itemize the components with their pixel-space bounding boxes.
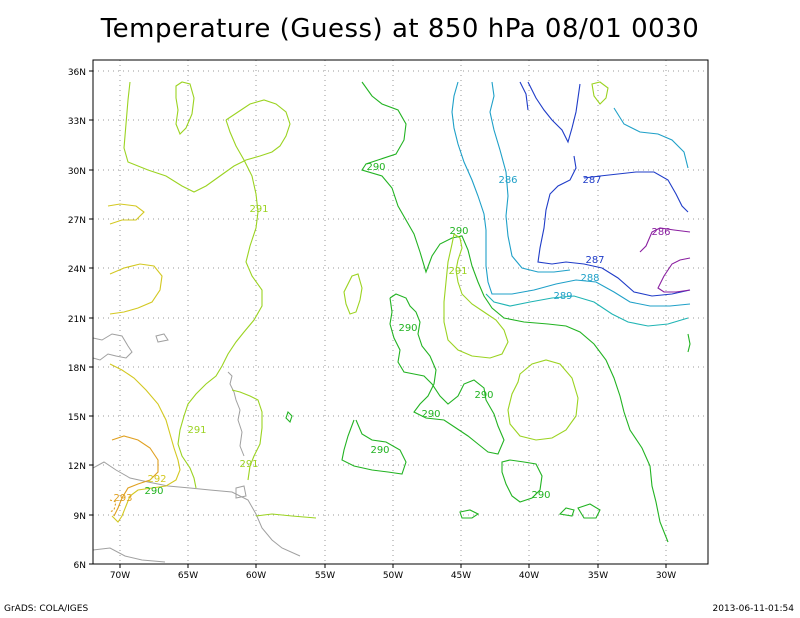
contour-label: 291 — [239, 459, 258, 470]
contour-292-b — [109, 263, 163, 315]
contour-293-b — [109, 499, 117, 513]
lon-tick-60w: 60W — [246, 571, 266, 581]
contour-label: 290 — [449, 226, 468, 237]
contour-291-i — [591, 81, 609, 105]
contour-291-d — [343, 273, 363, 315]
contours — [107, 81, 691, 543]
contour-291-e — [443, 233, 509, 359]
contour-290-e — [558, 503, 601, 519]
lat-tick-15n: 15N — [68, 413, 86, 423]
contour-label: 288 — [580, 273, 599, 284]
puerto-rico-coast — [155, 333, 169, 343]
contour-290-h — [285, 410, 293, 424]
lat-tick-36n: 36N — [68, 68, 86, 78]
contour-290-g — [687, 333, 691, 353]
lon-tick-labels: 70W 65W 60W 55W 50W 45W 40W 35W 30W — [110, 571, 676, 581]
timestamp: 2013-06-11-01:54 — [712, 604, 795, 614]
contour-291-a — [123, 81, 291, 193]
lat-tick-30n: 30N — [68, 167, 86, 177]
hispaniola-coast — [92, 333, 133, 361]
contour-291-h — [255, 513, 317, 519]
lon-tick-35w: 35W — [588, 571, 608, 581]
contour-291-b — [177, 119, 263, 489]
contour-289 — [485, 293, 689, 327]
contour-label: 290 — [366, 162, 385, 173]
contour-label: 290 — [474, 390, 493, 401]
contour-290-f — [459, 509, 480, 519]
contour-label: 290 — [531, 490, 550, 501]
contour-label: 289 — [553, 291, 572, 302]
lon-tick-45w: 45W — [451, 571, 471, 581]
lat-tick-9n: 9N — [74, 512, 86, 522]
contour-290-d — [501, 459, 543, 503]
lesser-antilles-coast — [227, 371, 245, 457]
contour-290-c — [341, 419, 407, 475]
lat-tick-21n: 21N — [68, 315, 86, 325]
contour-287-d — [519, 81, 529, 111]
contour-290-b — [389, 293, 505, 455]
contour-291-g — [231, 389, 263, 481]
coastlines — [92, 333, 301, 563]
contour-label: 290 — [398, 323, 417, 334]
contour-290-a — [361, 81, 669, 543]
lat-tick-18n: 18N — [68, 364, 86, 374]
contour-287-b — [537, 155, 691, 297]
contour-288-c — [613, 107, 689, 169]
contour-label: 293 — [113, 493, 132, 504]
contour-286 — [639, 227, 691, 293]
contour-label: 287 — [582, 175, 601, 186]
grads-credit: GrADS: COLA/IGES — [4, 604, 89, 614]
contour-label: 286 — [498, 175, 517, 186]
venezuela-coast — [92, 461, 301, 557]
lat-tick-24n: 24N — [68, 265, 86, 275]
contour-label: 287 — [585, 255, 604, 266]
contour-label: 286 — [651, 227, 670, 238]
contour-291-f — [507, 359, 579, 441]
south-america-interior — [92, 547, 166, 563]
contour-287-a — [527, 81, 581, 144]
lon-tick-65w: 65W — [178, 571, 198, 581]
contour-label: 291 — [249, 204, 268, 215]
contour-label: 290 — [370, 445, 389, 456]
contour-labels: 290 286 287 286 291 290 291 287 288 289 … — [113, 162, 670, 504]
lon-tick-30w: 30W — [656, 571, 676, 581]
lat-tick-6n: 6N — [74, 561, 86, 571]
graticule — [93, 60, 708, 564]
contour-label: 291 — [448, 266, 467, 277]
contour-288-a — [451, 81, 691, 307]
map-title: Temperature (Guess) at 850 hPa 08/01 003… — [100, 14, 700, 44]
lon-tick-55w: 55W — [315, 571, 335, 581]
map-frame — [92, 59, 709, 565]
contour-label: 291 — [187, 425, 206, 436]
trinidad-coast — [235, 485, 247, 499]
lon-tick-70w: 70W — [110, 571, 130, 581]
contour-288-b — [489, 81, 571, 273]
lat-tick-labels: 36N 33N 30N 27N 24N 21N 18N 15N 12N 9N 6… — [68, 68, 86, 571]
lon-tick-50w: 50W — [383, 571, 403, 581]
lat-tick-12n: 12N — [68, 462, 86, 472]
lat-tick-33n: 33N — [68, 117, 86, 127]
contour-label: 290 — [144, 486, 163, 497]
contour-292-c — [109, 363, 181, 523]
contour-287-c — [583, 171, 689, 213]
contour-label: 290 — [421, 409, 440, 420]
lon-tick-marks — [119, 564, 667, 568]
lat-tick-marks — [89, 70, 93, 565]
contour-label: 292 — [147, 474, 166, 485]
contour-293-a — [111, 435, 159, 517]
contour-291-c — [175, 81, 195, 135]
contour-292-a — [107, 203, 145, 225]
lon-tick-40w: 40W — [519, 571, 539, 581]
lat-tick-27n: 27N — [68, 216, 86, 226]
